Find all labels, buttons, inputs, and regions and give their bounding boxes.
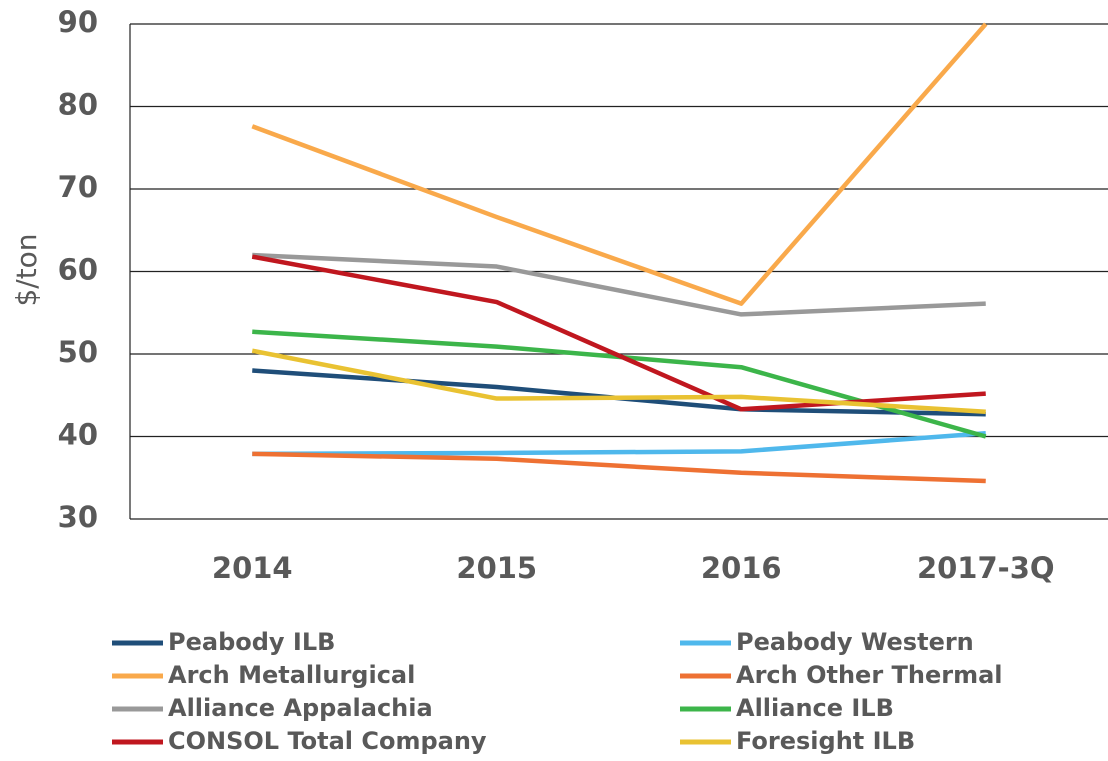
series-line: [252, 252, 986, 317]
series-line: [251, 254, 986, 412]
series-line: [251, 348, 986, 414]
series-line: [252, 368, 986, 417]
y-tick-label: 60: [58, 253, 98, 287]
y-tick-label: 30: [58, 500, 98, 534]
legend-label: CONSOL Total Company: [168, 727, 487, 755]
series-line: [251, 22, 988, 306]
x-tick-label: 2017-3Q: [917, 551, 1055, 585]
legend-label: Peabody ILB: [168, 628, 335, 656]
legend-label: Peabody Western: [736, 628, 974, 656]
y-tick-label: 40: [58, 418, 98, 452]
y-tick-label: 70: [58, 170, 98, 204]
series-line: [252, 329, 987, 439]
x-tick-label: 2016: [701, 551, 782, 585]
y-axis-label: $/ton: [10, 233, 43, 306]
x-tick-label: 2014: [212, 551, 293, 585]
legend-label: Arch Other Thermal: [736, 661, 1003, 689]
x-tick-label: 2015: [456, 551, 537, 585]
legend-label: Alliance ILB: [736, 694, 894, 722]
y-tick-label: 90: [58, 5, 98, 39]
series-line: [252, 451, 986, 484]
legend-label: Arch Metallurgical: [168, 661, 415, 689]
y-tick-label: 80: [58, 88, 98, 122]
y-tick-label: 50: [58, 335, 98, 369]
legend-label: Foresight ILB: [736, 727, 915, 755]
series-line: [252, 430, 986, 457]
legend-label: Alliance Appalachia: [168, 694, 433, 722]
